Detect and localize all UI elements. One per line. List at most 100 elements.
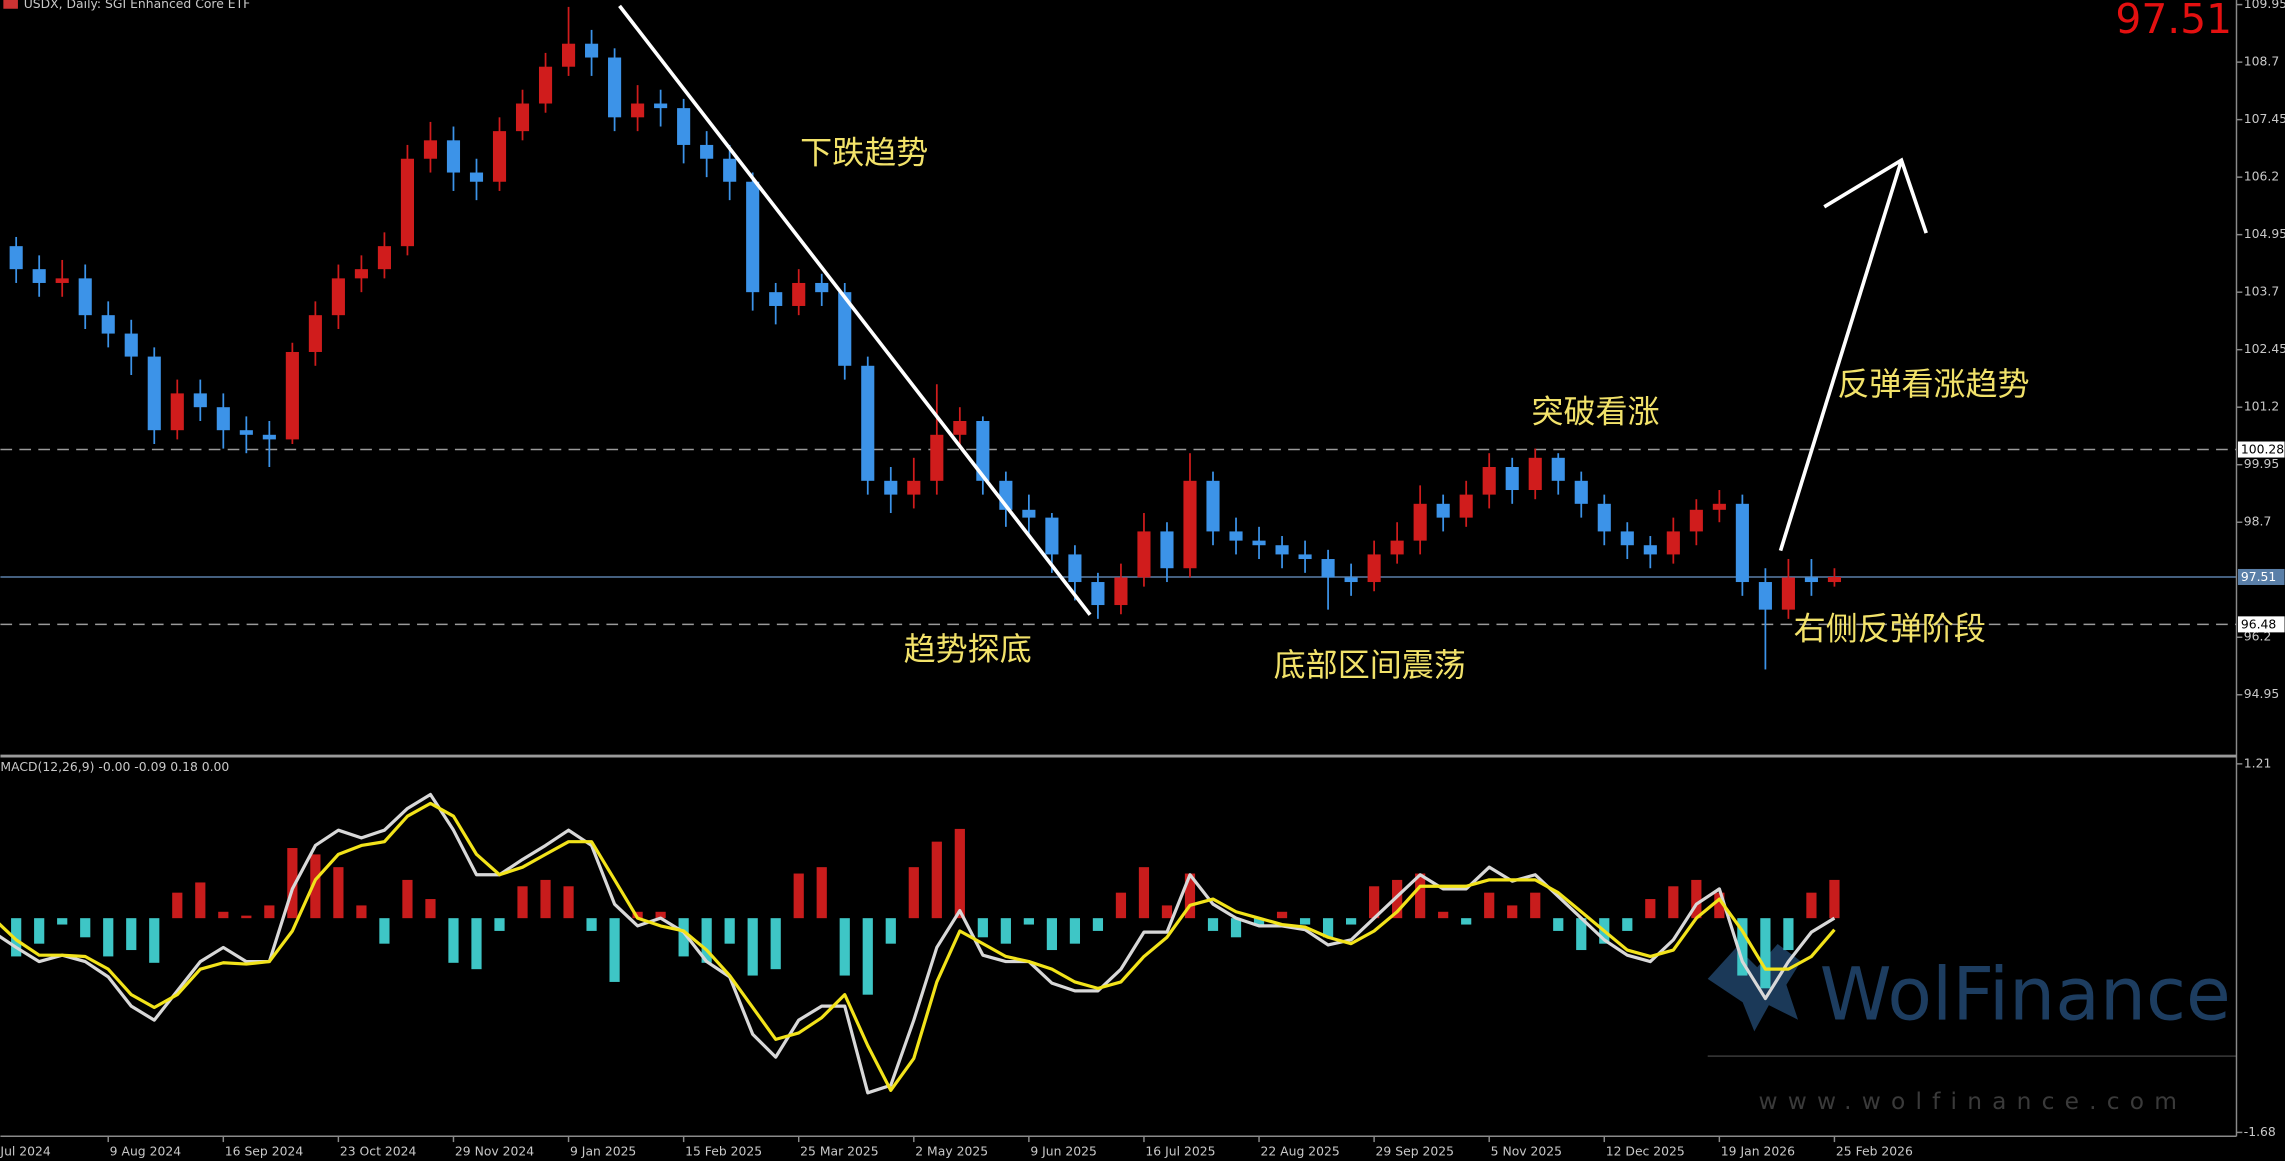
candle-body (1160, 531, 1174, 569)
rebound-arrow-head (1823, 157, 1928, 234)
candle-body (677, 108, 691, 145)
candle-body (1459, 494, 1473, 518)
candle-body (1689, 509, 1703, 532)
candle-body (1482, 467, 1496, 495)
candle-body (1229, 531, 1243, 541)
candle-body (815, 282, 829, 293)
histogram-bar (816, 867, 827, 919)
candle-body (1137, 531, 1151, 578)
x-tick-label: 15 Feb 2025 (685, 1145, 762, 1159)
candle-body (1344, 577, 1358, 583)
rebound-arrow (1778, 159, 1904, 552)
y-tick-label: -1.68 (2244, 1125, 2276, 1139)
candle-body (1643, 545, 1657, 555)
histogram-bar (1092, 918, 1104, 931)
candle-body (285, 351, 299, 440)
candle-body (1781, 577, 1795, 610)
y-tick-label: 108.7 (2244, 55, 2279, 69)
histogram-bar (563, 886, 574, 919)
candle-body (654, 103, 668, 109)
histogram-bar (57, 918, 68, 925)
x-tick-label: 9 Aug 2024 (110, 1145, 182, 1159)
candle-body (262, 434, 276, 440)
histogram-bar (1783, 918, 1794, 951)
candle-body (1712, 503, 1726, 510)
candle-body (1252, 540, 1266, 546)
candle-body (884, 480, 898, 495)
histogram-bar (747, 918, 758, 976)
histogram-bar (770, 918, 781, 970)
indicator-line (0, 792, 1836, 1095)
candle-body (1505, 467, 1519, 491)
candle-body (538, 66, 553, 104)
histogram-bar (609, 918, 620, 982)
candle-body (631, 103, 645, 118)
histogram-bar (333, 867, 344, 919)
histogram-bar (287, 848, 298, 919)
histogram-bar (517, 886, 528, 919)
candle-body (492, 131, 507, 182)
histogram-bar (977, 918, 988, 938)
price-level-label: 97.51 (2241, 570, 2276, 584)
histogram-bar (701, 918, 712, 963)
chart-title: USDX, Daily: SGI Enhanced Core ETF (24, 0, 251, 11)
histogram-bar (954, 828, 965, 919)
candle-body (446, 140, 461, 173)
x-tick-label: 22 Aug 2025 (1260, 1145, 1339, 1159)
histogram-bar (172, 892, 183, 919)
annotation: 底部区间震荡 (1274, 646, 1466, 684)
histogram-bar (1230, 918, 1242, 938)
histogram-bar (195, 882, 206, 919)
candle-body (700, 144, 714, 159)
candle-body (1275, 545, 1289, 555)
candle-body (907, 480, 921, 495)
plot-area (0, 6, 2237, 1095)
candle-body (1620, 531, 1634, 546)
histogram-bar (862, 918, 873, 995)
watermark-logo (1707, 943, 1801, 1032)
histogram-bar (1346, 918, 1357, 925)
histogram-bar (1553, 918, 1564, 931)
histogram-bar (1253, 918, 1265, 925)
histogram-bar (540, 879, 551, 919)
candle-body (1068, 554, 1082, 583)
y-tick-label: 99.95 (2244, 457, 2279, 471)
price-level-label: 100.28 (2241, 443, 2284, 457)
price-level-tag (2237, 568, 2285, 585)
symbol-flag (3, 0, 18, 9)
y-tick-label: 104.95 (2244, 227, 2285, 241)
candle-body (792, 282, 806, 306)
histogram-bar (310, 854, 321, 919)
histogram-bar (1369, 886, 1380, 919)
y-tick-label: 94.95 (2244, 687, 2279, 701)
histogram-bar (1415, 873, 1426, 919)
candle-body (1574, 480, 1588, 504)
histogram-bar (103, 918, 114, 957)
candle-body (469, 172, 484, 182)
histogram-bar (1484, 892, 1495, 919)
x-tick-label: 12 Dec 2025 (1606, 1145, 1685, 1159)
x-tick-label: 2 May 2025 (915, 1145, 988, 1159)
histogram-bar (586, 918, 597, 931)
candle-body (423, 140, 438, 159)
x-tick-label: 25 Feb 2026 (1836, 1145, 1913, 1159)
candle-body (1045, 517, 1059, 555)
candle-body (953, 420, 967, 435)
candle-body (1298, 554, 1312, 560)
y-tick-label: 106.2 (2244, 170, 2279, 184)
last-price: 97.51 (2115, 0, 2232, 43)
candle-body (515, 103, 530, 132)
candle-body (216, 407, 230, 431)
candle-body (585, 43, 599, 58)
x-tick-label: 16 Sep 2024 (225, 1145, 304, 1159)
candle-body (1114, 577, 1128, 606)
histogram-bar (1668, 886, 1679, 919)
watermark-url: www.wolfinance.com (1759, 1088, 2188, 1115)
candle-body (354, 269, 368, 279)
x-tick-label: 29 Sep 2025 (1376, 1145, 1454, 1159)
candle-body (1413, 503, 1427, 541)
histogram-bar (908, 867, 919, 919)
histogram-bar (1530, 892, 1541, 919)
histogram-bar (632, 911, 643, 919)
